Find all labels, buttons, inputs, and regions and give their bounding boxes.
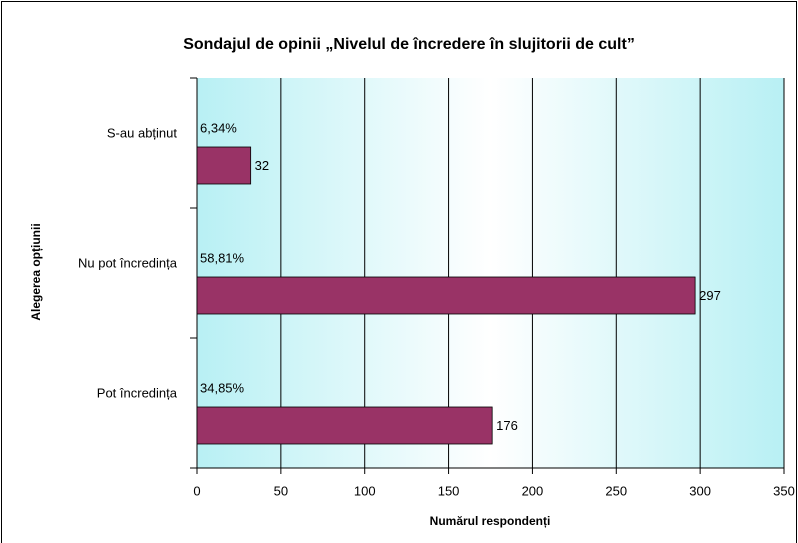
x-axis-title: Numărul respondenți (430, 514, 551, 528)
percent-label: 6,34% (200, 120, 237, 135)
value-label: 176 (496, 418, 518, 433)
bar (196, 406, 493, 445)
x-tick-label: 350 (773, 483, 795, 498)
x-tick-label: 50 (274, 483, 288, 498)
y-tick-label: Pot încredința (97, 385, 178, 400)
percent-label: 58,81% (200, 250, 245, 265)
x-tick-label: 250 (605, 483, 627, 498)
percent-label: 34,85% (200, 380, 245, 395)
chart-title: Sondajul de opinii „Nivelul de încredere… (183, 36, 635, 53)
bar (196, 146, 252, 185)
value-label: 297 (699, 288, 721, 303)
x-tick-label: 150 (438, 483, 460, 498)
y-tick-label: S-au abținut (107, 125, 177, 140)
value-label: 32 (255, 158, 269, 173)
plot-area (197, 78, 784, 468)
x-tick-label: 0 (193, 483, 200, 498)
y-axis-title: Alegerea opțiunii (29, 223, 43, 320)
x-tick-label: 200 (522, 483, 544, 498)
x-tick-label: 100 (354, 483, 376, 498)
bar (196, 276, 696, 315)
y-tick-label: Nu pot încredința (78, 255, 178, 270)
x-tick-label: 300 (689, 483, 711, 498)
